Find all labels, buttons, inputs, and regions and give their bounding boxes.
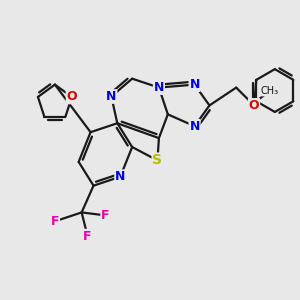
Text: N: N xyxy=(189,78,200,91)
Text: N: N xyxy=(189,120,200,133)
Text: F: F xyxy=(51,215,59,228)
Text: O: O xyxy=(249,99,259,112)
Text: F: F xyxy=(101,209,110,222)
Text: S: S xyxy=(152,153,162,167)
Text: N: N xyxy=(106,90,116,103)
Text: N: N xyxy=(154,81,164,94)
Text: N: N xyxy=(115,170,125,183)
Text: O: O xyxy=(67,90,77,104)
Text: CH₃: CH₃ xyxy=(261,86,279,96)
Text: F: F xyxy=(83,230,92,243)
